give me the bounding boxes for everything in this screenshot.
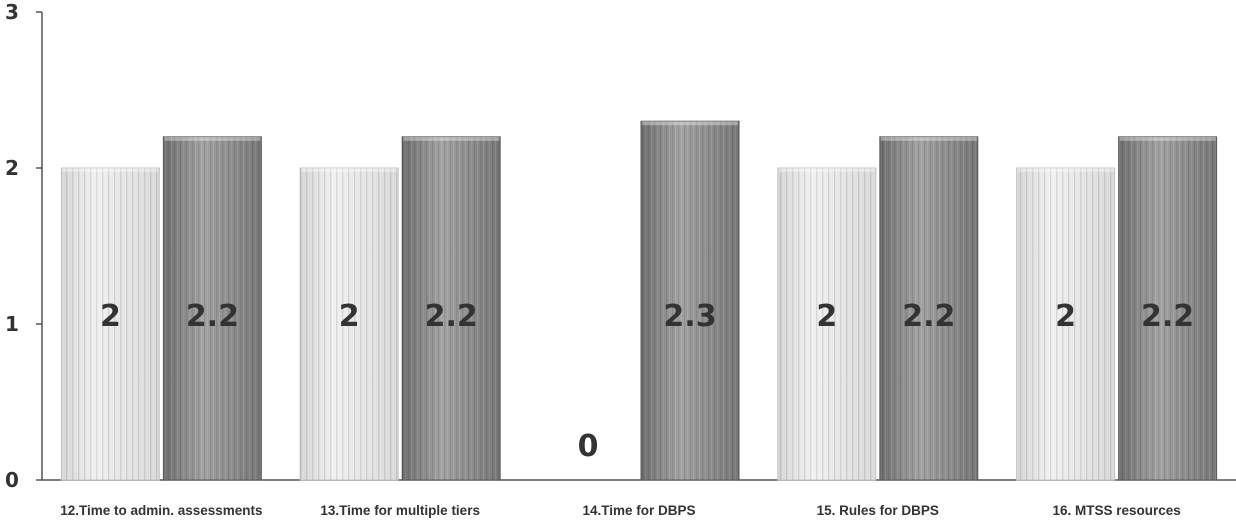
x-tick-label: 13.Time for multiple tiers: [320, 503, 480, 518]
data-label: 2: [1055, 299, 1076, 334]
y-tick-label: 2: [5, 156, 19, 180]
bar-texture: [879, 136, 978, 481]
bars: [60, 120, 1218, 481]
y-tick-label: 3: [5, 0, 19, 24]
bar-bevel: [642, 121, 738, 126]
data-label: 2.2: [186, 299, 239, 334]
data-label: 0: [578, 429, 599, 464]
bar-bevel: [1017, 168, 1114, 172]
data-label: 2.2: [425, 299, 478, 334]
data-label: 2: [816, 299, 837, 334]
labels: 2 2.2 12.Time to admin. assessments 2 2.2 13.…: [60, 299, 1194, 518]
x-tick-label: 14.Time for DBPS: [582, 503, 695, 518]
bar-bevel: [164, 136, 261, 141]
data-label: 2: [339, 299, 360, 334]
y-tick-label: 0: [5, 468, 19, 492]
bar-texture: [163, 136, 262, 481]
bar-bevel: [1119, 136, 1216, 141]
bar-bevel: [301, 168, 398, 172]
data-label: 2.2: [1141, 299, 1194, 334]
bar-bevel: [62, 168, 159, 172]
x-tick-label: 15. Rules for DBPS: [817, 503, 939, 518]
bar-bevel: [880, 136, 977, 141]
bar-texture: [1016, 168, 1115, 480]
data-label: 2: [100, 299, 121, 334]
x-tick-label: 12.Time to admin. assessments: [60, 503, 262, 518]
bar-bevel: [778, 168, 875, 172]
data-label: 2.2: [902, 299, 955, 334]
bar-texture: [777, 168, 876, 480]
y-tick-label: 1: [5, 312, 19, 336]
data-label: 2.3: [663, 299, 716, 334]
bar-texture: [402, 136, 501, 481]
bar-texture: [641, 121, 739, 480]
x-tick-label: 16. MTSS resources: [1052, 503, 1180, 518]
bar-texture: [61, 168, 160, 480]
bar-texture: [1118, 136, 1217, 481]
bar-texture: [300, 168, 399, 480]
bar-bevel: [403, 136, 500, 141]
